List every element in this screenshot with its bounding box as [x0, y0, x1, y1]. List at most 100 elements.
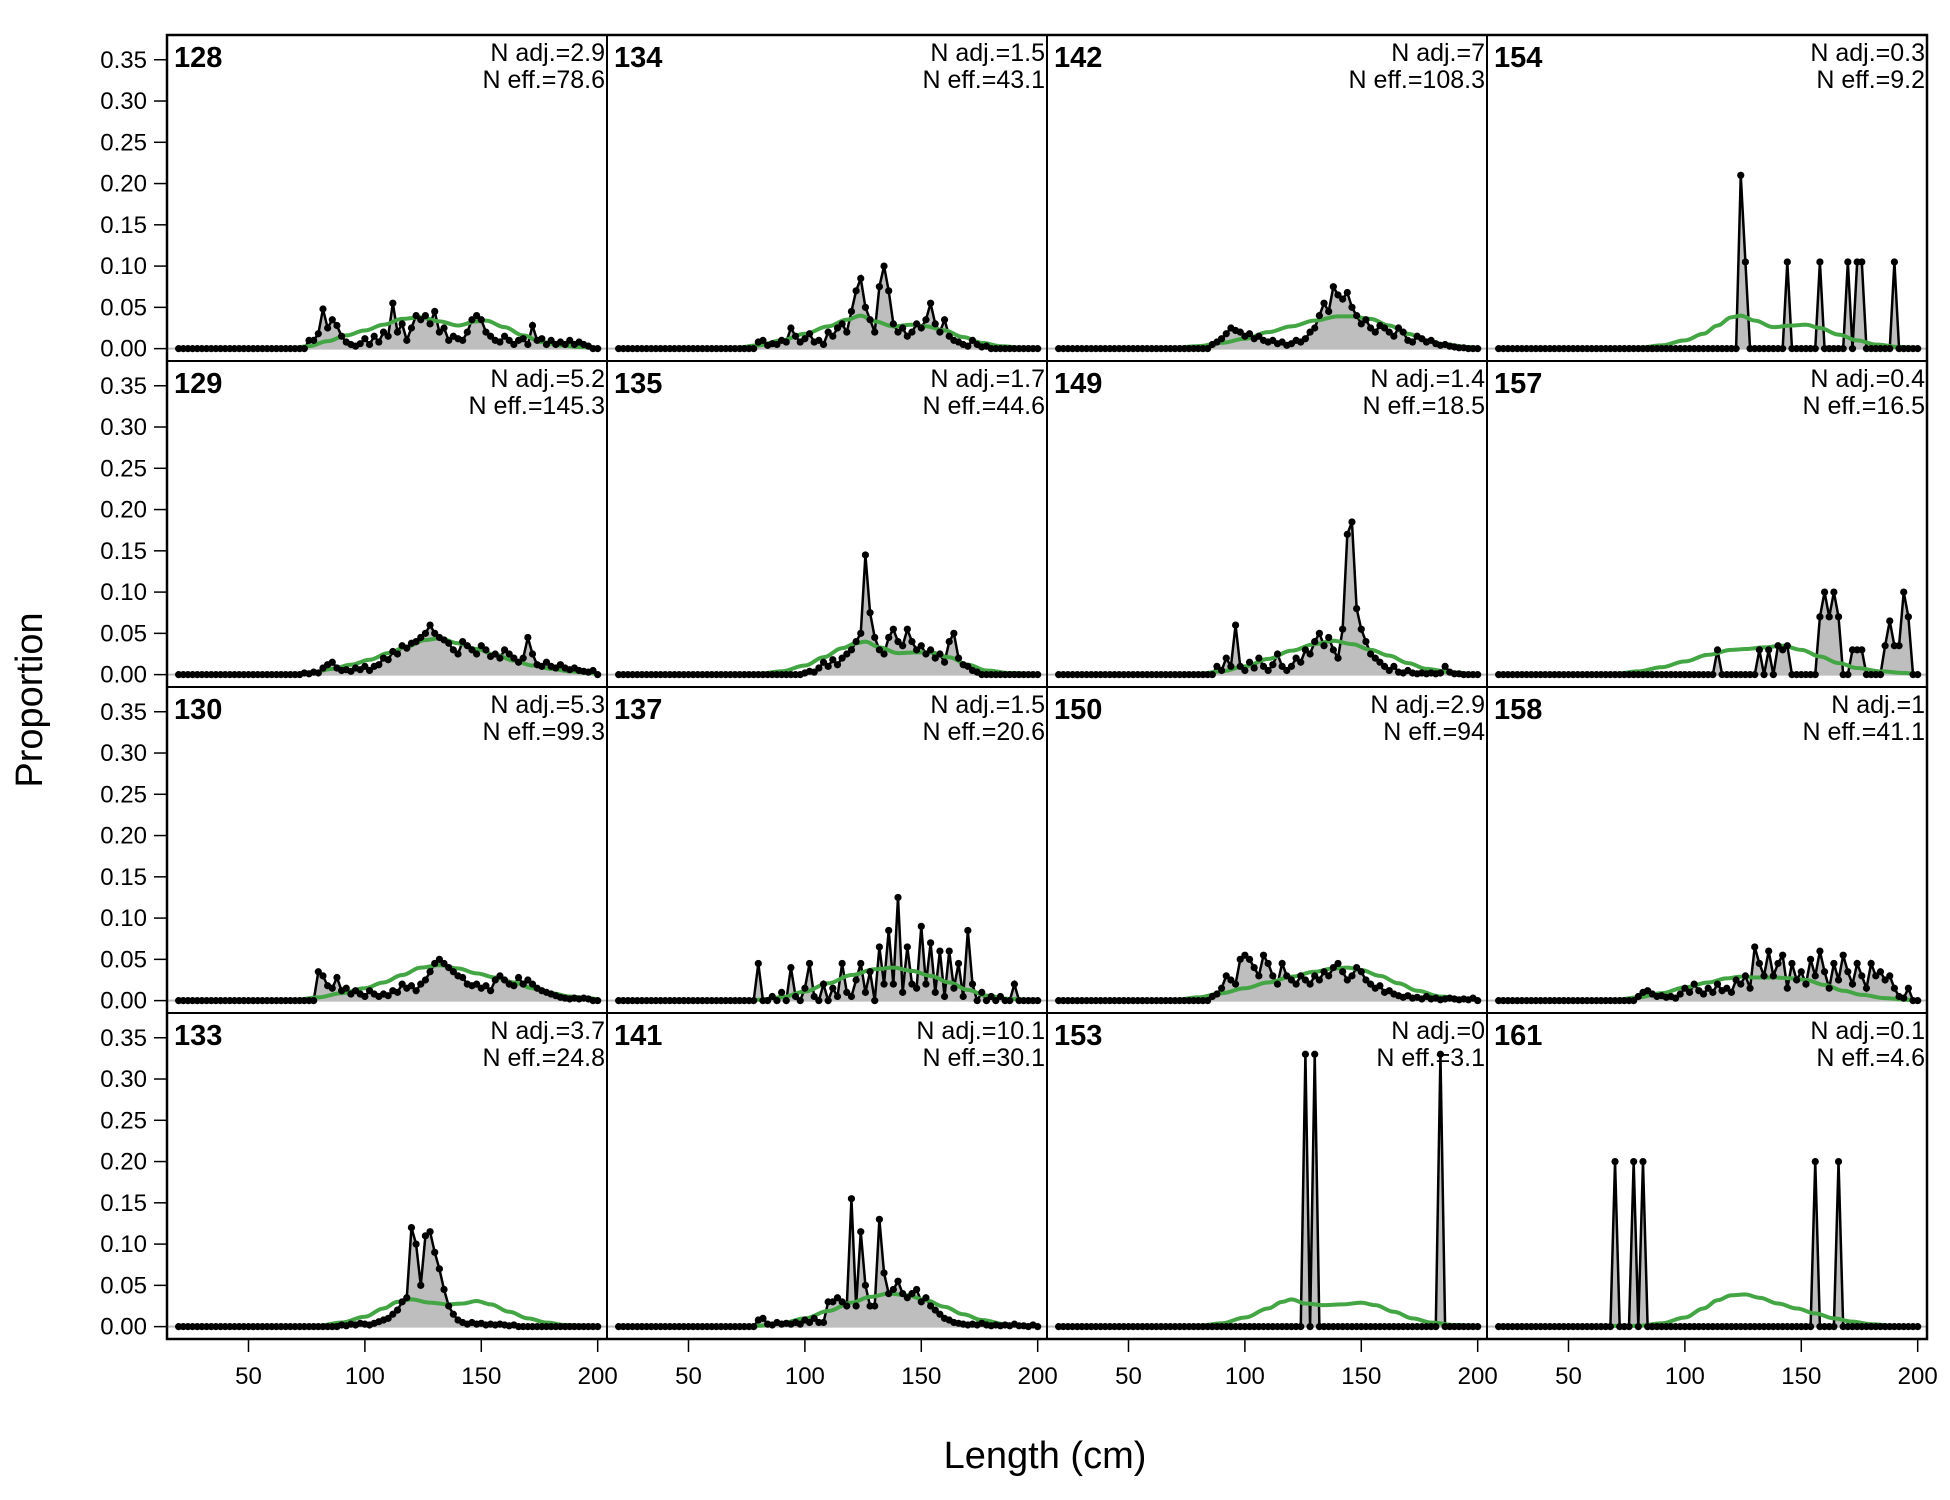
- observed-point: [1255, 654, 1263, 662]
- observed-point: [528, 980, 537, 988]
- observed-point: [1914, 345, 1922, 353]
- observed-point: [1732, 976, 1740, 984]
- y-tick-label: 0.30: [100, 1066, 147, 1093]
- observed-point: [514, 658, 523, 666]
- observed-point: [1895, 642, 1903, 650]
- observed-point: [1611, 1157, 1619, 1166]
- observed-point: [1390, 332, 1398, 340]
- observed-point: [1634, 992, 1642, 1001]
- observed-point: [435, 328, 443, 336]
- panel-label: 133: [174, 1020, 222, 1052]
- observed-point: [871, 328, 879, 336]
- observed-point: [1357, 968, 1365, 976]
- observed-point: [819, 658, 828, 666]
- observed-point: [810, 1314, 818, 1322]
- observed-point: [796, 1320, 804, 1328]
- observed-point: [1676, 990, 1684, 998]
- observed-point: [426, 968, 434, 976]
- observed-point: [1315, 976, 1323, 984]
- observed-point: [1315, 312, 1323, 320]
- x-tick-label: 100: [345, 1363, 385, 1390]
- observed-point: [1353, 604, 1361, 613]
- observed-point: [1325, 633, 1333, 642]
- observed-point: [964, 662, 972, 670]
- observed-point: [1639, 1157, 1647, 1166]
- observed-point: [1320, 299, 1328, 307]
- observed-point: [1287, 976, 1296, 984]
- y-tick-label: 0.35: [100, 699, 147, 726]
- observed-point: [805, 959, 814, 968]
- observed-point: [1311, 324, 1319, 332]
- observed-point: [1755, 959, 1763, 968]
- observed-point: [773, 997, 781, 1005]
- observed-point: [412, 312, 420, 320]
- observed-point: [1816, 947, 1824, 955]
- n-adj-label: N adj.=10.1: [916, 1017, 1045, 1045]
- observed-point: [833, 661, 842, 669]
- observed-point: [538, 335, 546, 343]
- observed-point: [519, 335, 527, 343]
- observed-point: [407, 1223, 416, 1232]
- observed-point: [791, 332, 800, 340]
- observed-point: [314, 669, 322, 677]
- observed-point: [1914, 997, 1922, 1005]
- panel-label: 130: [174, 694, 222, 726]
- n-adj-label: N adj.=1.4: [1370, 365, 1485, 393]
- observed-point: [903, 625, 911, 633]
- observed-point: [1329, 964, 1337, 972]
- x-tick-label: 50: [675, 1363, 702, 1390]
- observed-point: [964, 926, 972, 935]
- observed-point: [468, 646, 476, 654]
- observed-point: [894, 1277, 902, 1285]
- observed-point: [1820, 588, 1829, 596]
- observed-point: [500, 646, 509, 654]
- observed-point: [810, 992, 818, 1001]
- observed-point: [857, 959, 865, 968]
- observed-point: [1844, 968, 1852, 976]
- observed-point: [1751, 943, 1759, 951]
- observed-point: [342, 984, 350, 992]
- observed-point: [356, 340, 364, 348]
- observed-point: [871, 1302, 879, 1310]
- observed-point: [1306, 328, 1314, 336]
- observed-point: [899, 988, 907, 996]
- panel-134: 134 N adj.=1.5N eff.=43.1: [606, 34, 1048, 362]
- observed-point: [1301, 646, 1310, 654]
- observed-point: [1834, 613, 1843, 621]
- observed-point: [1630, 1157, 1638, 1166]
- observed-point: [1283, 972, 1291, 980]
- observed-point: [1732, 345, 1740, 353]
- observed-point: [403, 644, 411, 652]
- y-tick-label: 0.30: [100, 414, 147, 441]
- observed-point: [1765, 646, 1773, 654]
- observed-point: [866, 316, 874, 324]
- observed-point: [968, 336, 977, 344]
- observed-point: [1278, 959, 1286, 968]
- observed-point: [1755, 646, 1763, 654]
- observed-point: [412, 638, 420, 646]
- observed-point: [1218, 984, 1226, 992]
- observed-point: [1690, 980, 1698, 988]
- observed-point: [412, 1240, 420, 1248]
- observed-point: [561, 340, 569, 349]
- observed-point: [796, 997, 804, 1005]
- observed-point: [519, 654, 527, 662]
- observed-point: [547, 336, 555, 344]
- observed-point: [505, 336, 513, 344]
- observed-point: [908, 1290, 916, 1298]
- observed-point: [403, 1294, 411, 1302]
- observed-point: [1034, 1323, 1042, 1331]
- observed-point: [1325, 972, 1333, 980]
- panel-label: 158: [1494, 694, 1542, 726]
- observed-point: [449, 968, 457, 976]
- x-tick-label: 150: [1341, 1363, 1381, 1390]
- observed-point: [463, 328, 471, 336]
- observed-point: [926, 939, 935, 947]
- observed-point: [1671, 994, 1680, 1002]
- observed-point: [1227, 976, 1235, 984]
- observed-point: [542, 658, 551, 666]
- y-tick-label: 0.35: [100, 1025, 147, 1052]
- observed-point: [815, 336, 823, 344]
